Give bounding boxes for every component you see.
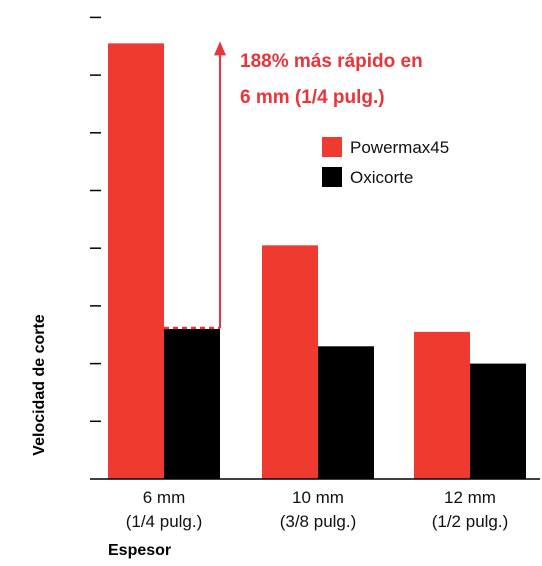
legend-swatch bbox=[322, 167, 342, 187]
x-tick-label-sub: (1/4 pulg.) bbox=[126, 512, 203, 531]
legend-label: Powermax45 bbox=[350, 138, 449, 157]
bar-oxicorte-1 bbox=[164, 328, 220, 479]
bar-oxicorte-3 bbox=[470, 363, 526, 479]
x-tick-labels: 6 mm (1/4 pulg.) 10 mm (3/8 pulg.) 12 mm (1/2… bbox=[126, 488, 509, 531]
bar-powermax45-3 bbox=[414, 331, 470, 479]
x-tick-label-sub: (1/2 pulg.) bbox=[432, 512, 509, 531]
x-axis-title: Espesor bbox=[108, 542, 171, 559]
annotation-arrow-head bbox=[214, 41, 226, 56]
annotation: 188% más rápido en 6 mm (1/4 pulg.) bbox=[164, 41, 423, 330]
bar-powermax45-1 bbox=[108, 43, 164, 480]
legend: Powermax45 Oxicorte bbox=[322, 137, 449, 187]
bar-powermax45-2 bbox=[262, 245, 318, 479]
bars-layer bbox=[108, 43, 526, 480]
x-tick-label-sub: (3/8 pulg.) bbox=[280, 512, 357, 531]
x-tick-label: 10 mm bbox=[292, 488, 344, 507]
y-axis-title: Velocidad de corte bbox=[31, 314, 48, 455]
annotation-line-1: 188% más rápido en bbox=[240, 51, 423, 72]
x-tick-label: 12 mm bbox=[444, 488, 496, 507]
bar-oxicorte-2 bbox=[318, 346, 374, 479]
y-ticks bbox=[90, 16, 101, 423]
legend-swatch bbox=[322, 137, 342, 157]
annotation-line-2: 6 mm (1/4 pulg.) bbox=[240, 87, 385, 108]
x-tick-label: 6 mm bbox=[143, 488, 186, 507]
legend-label: Oxicorte bbox=[350, 168, 413, 187]
